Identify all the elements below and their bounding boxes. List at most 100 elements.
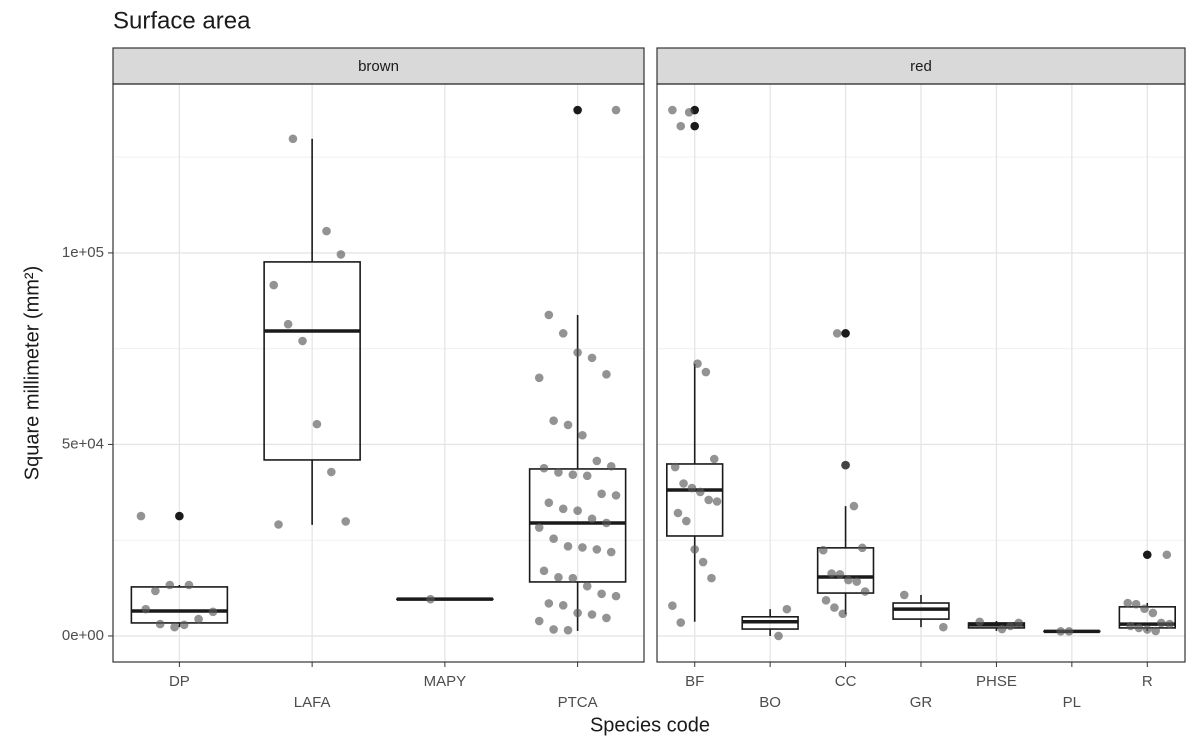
point [844, 575, 853, 585]
point [288, 134, 298, 144]
y-axis-label: Square millimeter (mm²) [21, 266, 43, 480]
point [832, 329, 842, 338]
point [1006, 621, 1015, 631]
point [554, 573, 563, 582]
point [695, 487, 705, 497]
box [130, 586, 229, 624]
point [573, 608, 582, 618]
point [841, 460, 850, 470]
point [899, 590, 909, 600]
point [534, 373, 544, 383]
point [1134, 623, 1144, 633]
point [712, 497, 722, 506]
point [155, 619, 165, 629]
point [1151, 626, 1160, 636]
point [165, 580, 175, 590]
point [774, 631, 783, 641]
point [558, 329, 568, 338]
outlier [573, 105, 582, 115]
point [698, 557, 708, 567]
point [327, 467, 336, 477]
strip [112, 47, 645, 85]
point [782, 604, 792, 614]
strip [656, 47, 1186, 85]
point [835, 569, 845, 579]
point [687, 483, 697, 493]
x-tick-label: DP [169, 673, 190, 690]
point [587, 610, 597, 619]
point [568, 470, 578, 479]
point [997, 624, 1007, 634]
point [1140, 604, 1149, 614]
point [668, 601, 677, 610]
point [544, 310, 554, 320]
point [676, 121, 686, 131]
point [830, 603, 839, 612]
point [821, 596, 831, 605]
x-tick-label: CC [835, 673, 857, 690]
point [975, 617, 984, 627]
point [602, 370, 611, 379]
point [849, 501, 859, 511]
point [1014, 618, 1024, 628]
point [274, 520, 283, 529]
point [838, 609, 848, 619]
point [539, 566, 549, 576]
point [707, 573, 716, 583]
point [668, 105, 677, 115]
point [592, 545, 602, 554]
point [549, 416, 558, 425]
chart-title: Surface area [113, 7, 251, 34]
point [184, 580, 194, 590]
box [666, 463, 724, 537]
point [690, 545, 700, 554]
point [1148, 608, 1158, 618]
point [602, 613, 611, 623]
point [858, 543, 867, 553]
point [818, 545, 828, 555]
point [582, 471, 592, 481]
point [611, 491, 621, 500]
point [426, 594, 435, 604]
point [679, 479, 688, 488]
point [1162, 550, 1172, 560]
x-tick-label: PHSE [976, 673, 1017, 690]
point [539, 463, 549, 473]
point [563, 420, 573, 430]
point [1156, 618, 1166, 628]
y-tick-label: 0e+00 [62, 627, 104, 644]
point [549, 625, 558, 634]
strip-label: red [910, 58, 932, 75]
point [606, 547, 616, 557]
point [597, 489, 606, 499]
point [179, 620, 189, 630]
x-tick-label: R [1142, 673, 1153, 690]
point [208, 607, 218, 617]
point [827, 569, 836, 578]
point [1064, 627, 1074, 636]
outlier [1142, 550, 1152, 560]
point [592, 456, 602, 466]
point [573, 348, 582, 357]
point [1123, 598, 1133, 608]
point [1056, 627, 1065, 636]
panel-background [113, 84, 644, 662]
point [298, 336, 307, 346]
point [676, 618, 686, 627]
point [322, 226, 331, 236]
point [597, 589, 606, 599]
point [136, 511, 146, 521]
point [682, 516, 691, 526]
point [563, 625, 573, 635]
outlier [690, 121, 700, 131]
point [558, 601, 568, 610]
point [1126, 621, 1135, 631]
outlier [841, 329, 850, 338]
point [582, 581, 592, 591]
point [709, 454, 719, 464]
y-tick-label: 1e+05 [62, 244, 104, 261]
point [170, 622, 179, 632]
y-tick-label: 5e+04 [62, 435, 104, 452]
point [852, 577, 862, 586]
box [263, 261, 361, 461]
